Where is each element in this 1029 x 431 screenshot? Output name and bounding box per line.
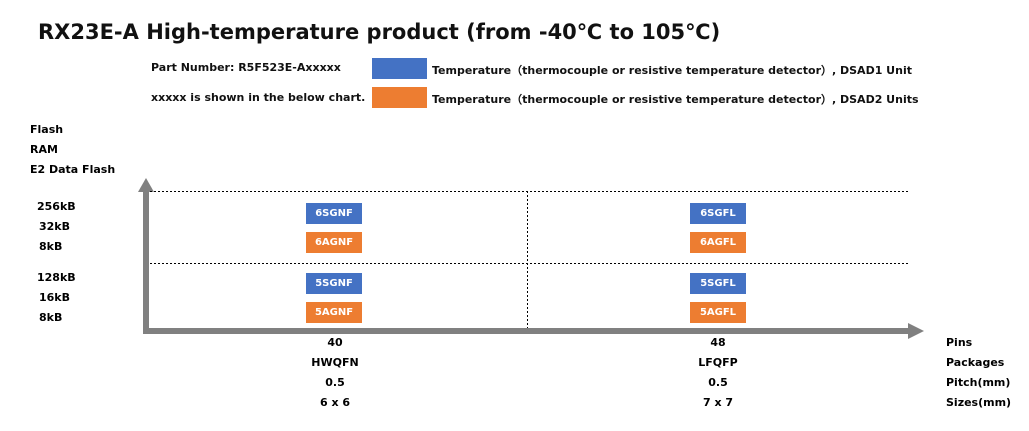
cell-40pin-high-dsad1: 6SGNF [306, 203, 362, 224]
row-low-e2: 8kB [39, 311, 63, 324]
legend-label-dsad2: Temperature（thermocouple or resistive te… [432, 93, 919, 106]
x-label-packages: Packages [946, 356, 1005, 369]
note-text: xxxxx is shown in the below chart. [151, 91, 366, 104]
x-col-48-pitch: 0.5 [708, 376, 728, 389]
cell-40pin-low-dsad2: 5AGNF [306, 302, 362, 323]
x-col-40-pitch: 0.5 [325, 376, 345, 389]
legend-swatch-dsad2 [372, 87, 427, 108]
row-high-e2: 8kB [39, 240, 63, 253]
row-high-flash: 256kB [37, 200, 76, 213]
x-axis-arrowhead [908, 323, 924, 339]
cell-48pin-high-dsad2: 6AGFL [690, 232, 746, 253]
row-low-ram: 16kB [39, 291, 71, 304]
x-label-sizes: Sizes(mm) [946, 396, 1012, 409]
y-label-ram: RAM [30, 143, 58, 156]
page-title: RX23E-A High-temperature product (from -… [38, 20, 721, 44]
x-col-40: 40 HWQFN 0.5 6 x 6 [275, 333, 395, 413]
y-label-e2: E2 Data Flash [30, 163, 116, 176]
x-col-48-size: 7 x 7 [702, 396, 734, 409]
cell-48pin-low-dsad1: 5SGFL [690, 273, 746, 294]
row-high-ram: 32kB [39, 220, 71, 233]
x-col-40-size: 6 x 6 [319, 396, 351, 409]
x-col-40-package: HWQFN [311, 356, 359, 369]
x-col-48-package: LFQFP [698, 356, 738, 369]
row-low-flash: 128kB [37, 271, 76, 284]
legend-swatch-dsad1 [372, 58, 427, 79]
legend-label-dsad1: Temperature（thermocouple or resistive te… [432, 64, 912, 77]
cell-40pin-high-dsad2: 6AGNF [306, 232, 362, 253]
y-axis-arrowhead [138, 178, 154, 192]
x-col-40-pins: 40 [327, 336, 343, 349]
x-col-48-pins: 48 [710, 336, 726, 349]
y-label-flash: Flash [30, 123, 64, 136]
cell-40pin-low-dsad1: 5SGNF [306, 273, 362, 294]
x-label-pins: Pins [946, 336, 973, 349]
cell-48pin-high-dsad1: 6SGFL [690, 203, 746, 224]
cell-48pin-low-dsad2: 5AGFL [690, 302, 746, 323]
part-number: Part Number: R5F523E-Axxxxx [151, 61, 341, 74]
x-label-pitch: Pitch(mm) [946, 376, 1011, 389]
x-col-48: 48 LFQFP 0.5 7 x 7 [658, 333, 778, 413]
